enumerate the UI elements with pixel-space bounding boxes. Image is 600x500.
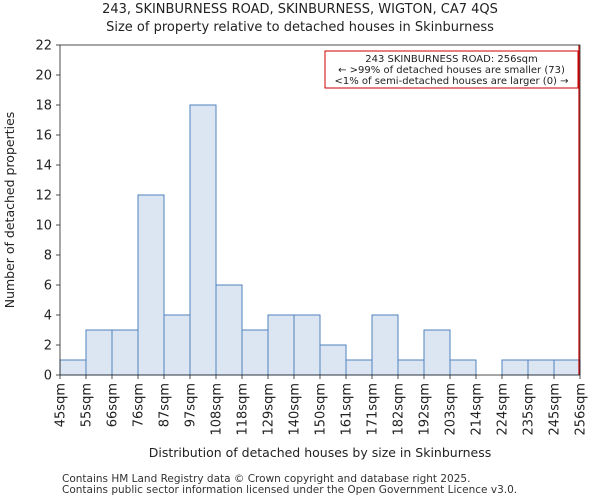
bar-129sqm [267, 314, 295, 376]
y-tick-label: 4 [44, 309, 52, 324]
bar-235sqm [527, 359, 555, 376]
bar-108sqm [215, 284, 243, 376]
y-tick-label: 10 [35, 219, 52, 234]
bar-245sqm [553, 359, 581, 376]
y-axis: 0 2 4 6 8 10 12 14 16 18 20 22 [35, 39, 60, 384]
bar-161sqm [345, 359, 373, 376]
x-tick-label: 118sqm [236, 383, 251, 436]
chart-title: 243, SKINBURNESS ROAD, SKINBURNESS, WIGT… [102, 2, 498, 17]
x-axis-label: Distribution of detached houses by size … [149, 445, 492, 460]
y-tick-label: 8 [44, 249, 52, 264]
chart-subtitle: Size of property relative to detached ho… [106, 20, 494, 35]
annotation-line: 243 SKINBURNESS ROAD: 256sqm [365, 54, 538, 65]
x-tick-label: 182sqm [392, 383, 407, 436]
bar-150sqm [319, 344, 347, 376]
histogram-chart: 0 2 4 6 8 10 12 14 16 18 20 22 45sqm 55sqm 66sqm 76sqm… [2, 39, 589, 461]
x-tick-label: 161sqm [340, 383, 355, 436]
x-tick-label: 224sqm [496, 383, 511, 436]
y-tick-label: 6 [44, 279, 52, 294]
y-tick-label: 12 [35, 189, 52, 204]
x-tick-label: 108sqm [210, 383, 225, 436]
annotation-box: 243 SKINBURNESS ROAD: 256sqm← >99% of de… [324, 50, 579, 89]
y-axis-label: Number of detached properties [2, 112, 17, 309]
bar-224sqm [501, 359, 529, 376]
bar-76sqm [137, 194, 165, 376]
annotation-line: <1% of semi-detached houses are larger (… [334, 76, 568, 87]
x-tick-label: 129sqm [262, 383, 277, 436]
x-tick-label: 245sqm [548, 383, 563, 436]
x-tick-label: 256sqm [574, 383, 589, 436]
footer-line-2: Contains public sector information licen… [62, 484, 518, 496]
x-tick-label: 76sqm [132, 383, 147, 427]
x-axis: 45sqm 55sqm 66sqm 76sqm 87sqm 97sqm 108sqm 118s… [54, 375, 589, 436]
annotation-frame [324, 50, 579, 89]
bar-45sqm [59, 359, 87, 376]
x-tick-label: 55sqm [80, 383, 95, 427]
x-tick-label: 214sqm [470, 383, 485, 436]
bar-97sqm [189, 104, 217, 376]
bar-118sqm [241, 329, 269, 376]
x-tick-label: 171sqm [366, 383, 381, 436]
bar-55sqm [85, 329, 113, 376]
y-tick-label: 0 [44, 369, 52, 384]
y-tick-label: 22 [35, 39, 52, 54]
bar-192sqm [423, 329, 451, 376]
bar-140sqm [293, 314, 321, 376]
x-tick-label: 150sqm [314, 383, 329, 436]
plot-area-frame [59, 44, 581, 376]
x-tick-label: 235sqm [522, 383, 537, 436]
bars-group [59, 104, 581, 376]
y-tick-label: 16 [35, 129, 52, 144]
x-tick-label: 192sqm [418, 383, 433, 436]
x-tick-label: 87sqm [158, 383, 173, 427]
x-tick-label: 45sqm [54, 383, 69, 427]
y-tick-label: 14 [35, 159, 52, 174]
y-tick-label: 2 [44, 339, 52, 354]
bar-182sqm [397, 359, 425, 376]
footer-line-1: Contains HM Land Registry data © Crown c… [62, 473, 471, 485]
bar-87sqm [163, 314, 191, 376]
annotation-line: ← >99% of detached houses are smaller (7… [338, 65, 565, 76]
x-tick-label: 66sqm [106, 383, 121, 427]
x-tick-label: 203sqm [444, 383, 459, 436]
bar-171sqm [371, 314, 399, 376]
bar-203sqm [449, 359, 477, 376]
bar-66sqm [111, 329, 139, 376]
y-tick-label: 18 [35, 99, 52, 114]
y-tick-label: 20 [35, 69, 52, 84]
x-tick-label: 140sqm [288, 383, 303, 436]
x-tick-label: 97sqm [184, 383, 199, 427]
